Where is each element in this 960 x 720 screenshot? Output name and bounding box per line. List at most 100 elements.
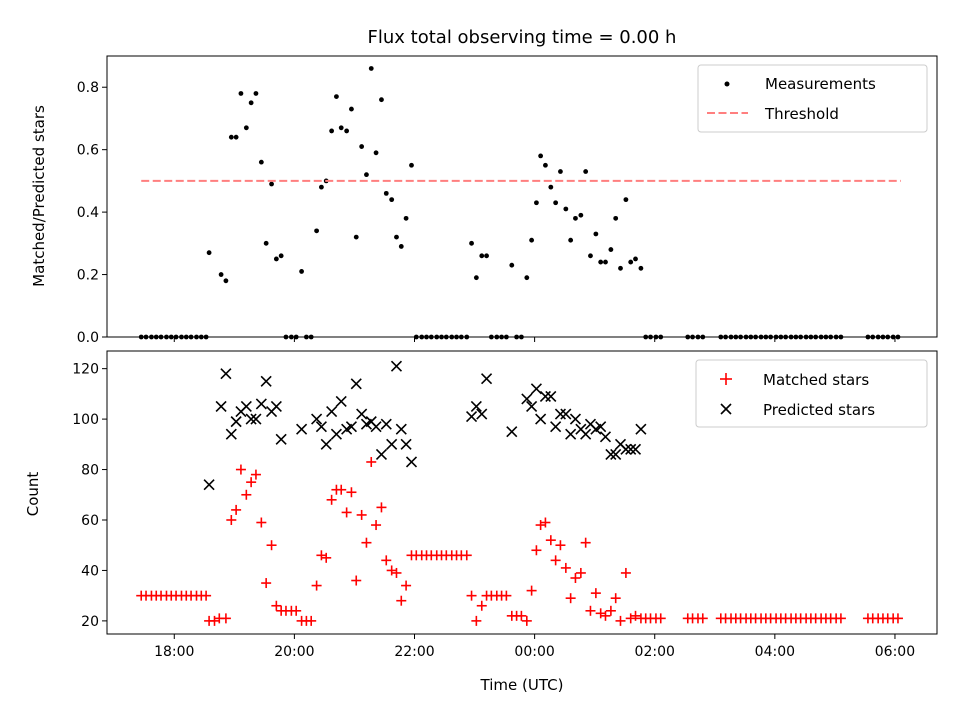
bottom-series-matched-stars-point [201, 590, 212, 601]
bottom-series-matched-stars-point [590, 588, 601, 599]
bottom-series-predicted-stars-point [535, 413, 547, 425]
top-legend-threshold-label: Threshold [764, 105, 839, 123]
top-series-measurements-point [638, 265, 644, 271]
top-chart-title: Flux total observing time = 0.00 h [368, 27, 677, 48]
top-series-measurements-point [299, 269, 304, 274]
bottom-series-predicted-stars-point [225, 428, 237, 440]
top-panel: 0.00.20.40.60.8 Matched/Predicted stars … [30, 55, 938, 346]
bottom-y-tick-label: 40 [81, 563, 99, 579]
bottom-series-predicted-stars-point [569, 413, 582, 425]
top-series-measurements-point [553, 200, 559, 206]
bottom-series-predicted-stars-point [311, 413, 323, 425]
bottom-series-matched-stars-point [376, 502, 387, 513]
bottom-legend-box [695, 359, 928, 428]
top-series-measurements-point [538, 153, 544, 159]
bottom-series-matched-stars-point [610, 593, 621, 604]
bottom-series-predicted-stars-point [203, 479, 215, 491]
top-series-measurements-point [628, 259, 634, 265]
top-y-tick-label: 0.6 [77, 143, 99, 159]
bottom-series-predicted-stars-point [605, 448, 617, 460]
bottom-series-predicted-stars-point [390, 360, 403, 372]
bottom-series-predicted-stars-point [375, 448, 388, 460]
top-series-measurements-point [593, 231, 599, 237]
bottom-series-matched-stars-point [585, 605, 596, 616]
bottom-series-predicted-stars-point [275, 433, 287, 445]
top-series-measurements-point [379, 97, 384, 103]
bottom-series-matched-stars-point [655, 613, 666, 624]
bottom-panel-x-axis-label: Time (UTC) [480, 676, 564, 694]
bottom-legend-predicted-swatch [720, 403, 732, 415]
bottom-series-predicted-stars-point [215, 400, 227, 413]
bottom-series-predicted-stars-point [245, 413, 257, 425]
bottom-series-matched-stars-point [311, 580, 322, 591]
top-series-measurements-point [473, 275, 479, 281]
bottom-series-matched-stars-point [605, 605, 616, 616]
top-series-measurements-point [238, 91, 244, 96]
bottom-series-predicted-stars-point [580, 428, 592, 440]
top-series-measurements-point [233, 134, 239, 140]
bottom-series-matched-stars-point [371, 520, 382, 531]
top-panel-y-ticks: 0.0 0.2 0.4 0.6 0.8 [77, 80, 107, 346]
bottom-series-matched-stars-point [630, 610, 641, 621]
top-series-measurements-point [334, 94, 339, 99]
bottom-series-predicted-stars-point [521, 393, 533, 405]
bottom-series-predicted-stars-point [315, 421, 327, 433]
bottom-series-matched-stars-point [346, 487, 357, 498]
bottom-panel: 18:00 20:00 22:00 00:00 02:00 04:00 06:00 20 40… [24, 350, 938, 694]
top-series-measurements-point [269, 181, 274, 187]
top-series-measurements-point [558, 169, 563, 174]
bottom-series-matched-stars-point [351, 575, 362, 586]
top-series-measurements-point [383, 190, 389, 196]
bottom-legend-matched-swatch [720, 373, 732, 385]
bottom-series-matched-stars-point [250, 469, 261, 480]
top-series-measurements-point [403, 215, 409, 221]
top-series-measurements-point [573, 215, 578, 221]
bottom-series-matched-stars-point [555, 540, 566, 551]
bottom-series-matched-stars-point [466, 590, 477, 601]
bottom-y-tick-label: 60 [81, 513, 99, 529]
bottom-panel-y-ticks: 20 40 60 80 100 120 [72, 362, 107, 630]
bottom-series-matched-stars-point [565, 593, 576, 604]
bottom-series-matched-stars-point [620, 567, 631, 578]
bottom-series-predicted-stars-point [554, 408, 567, 420]
bottom-series-matched-stars-point [625, 613, 636, 624]
bottom-series-predicted-stars-point [250, 413, 262, 425]
top-series-measurements-point [529, 237, 535, 243]
top-legend-measurements-label: Measurements [765, 75, 876, 93]
bottom-y-tick-label: 120 [72, 362, 99, 378]
bottom-x-tick-label: 04:00 [755, 644, 795, 660]
bottom-series-matched-stars-point [531, 545, 542, 556]
bottom-series-predicted-stars-point [386, 438, 398, 450]
top-series-measurements-point [534, 200, 539, 206]
bottom-series-matched-stars-point [396, 595, 407, 606]
bottom-series-predicted-stars-point [526, 400, 538, 413]
bottom-series-predicted-stars-point [230, 416, 242, 428]
bottom-series-predicted-stars-point [530, 383, 542, 395]
bottom-panel-marks [136, 360, 903, 626]
bottom-series-matched-stars-point [526, 585, 537, 596]
bottom-x-tick-label: 02:00 [635, 644, 675, 660]
top-series-measurements-point [389, 197, 395, 203]
bottom-series-predicted-stars-point [610, 448, 622, 460]
bottom-series-predicted-stars-point [405, 456, 418, 468]
bottom-series-matched-stars-point [381, 555, 392, 566]
top-series-measurements-point [228, 134, 234, 140]
top-series-measurements-point [623, 197, 629, 203]
top-series-measurements-point [248, 100, 254, 106]
bottom-x-tick-label: 00:00 [514, 644, 554, 660]
bottom-series-predicted-stars-point [625, 443, 637, 455]
bottom-series-matched-stars-point [226, 514, 237, 525]
bottom-series-matched-stars-point [540, 517, 551, 528]
bottom-series-matched-stars-point [235, 464, 246, 475]
bottom-y-tick-label: 100 [72, 412, 99, 428]
top-series-measurements-point [349, 106, 354, 112]
top-series-measurements-point [409, 162, 414, 168]
bottom-series-predicted-stars-point [506, 426, 518, 438]
bottom-series-matched-stars-point [261, 578, 272, 589]
top-series-measurements-point [258, 159, 264, 165]
top-series-measurements-point [359, 144, 365, 149]
bottom-series-matched-stars-point [316, 550, 327, 561]
bottom-series-predicted-stars-point [545, 390, 557, 402]
bottom-series-predicted-stars-point [356, 408, 368, 420]
bottom-series-predicted-stars-point [330, 428, 342, 440]
